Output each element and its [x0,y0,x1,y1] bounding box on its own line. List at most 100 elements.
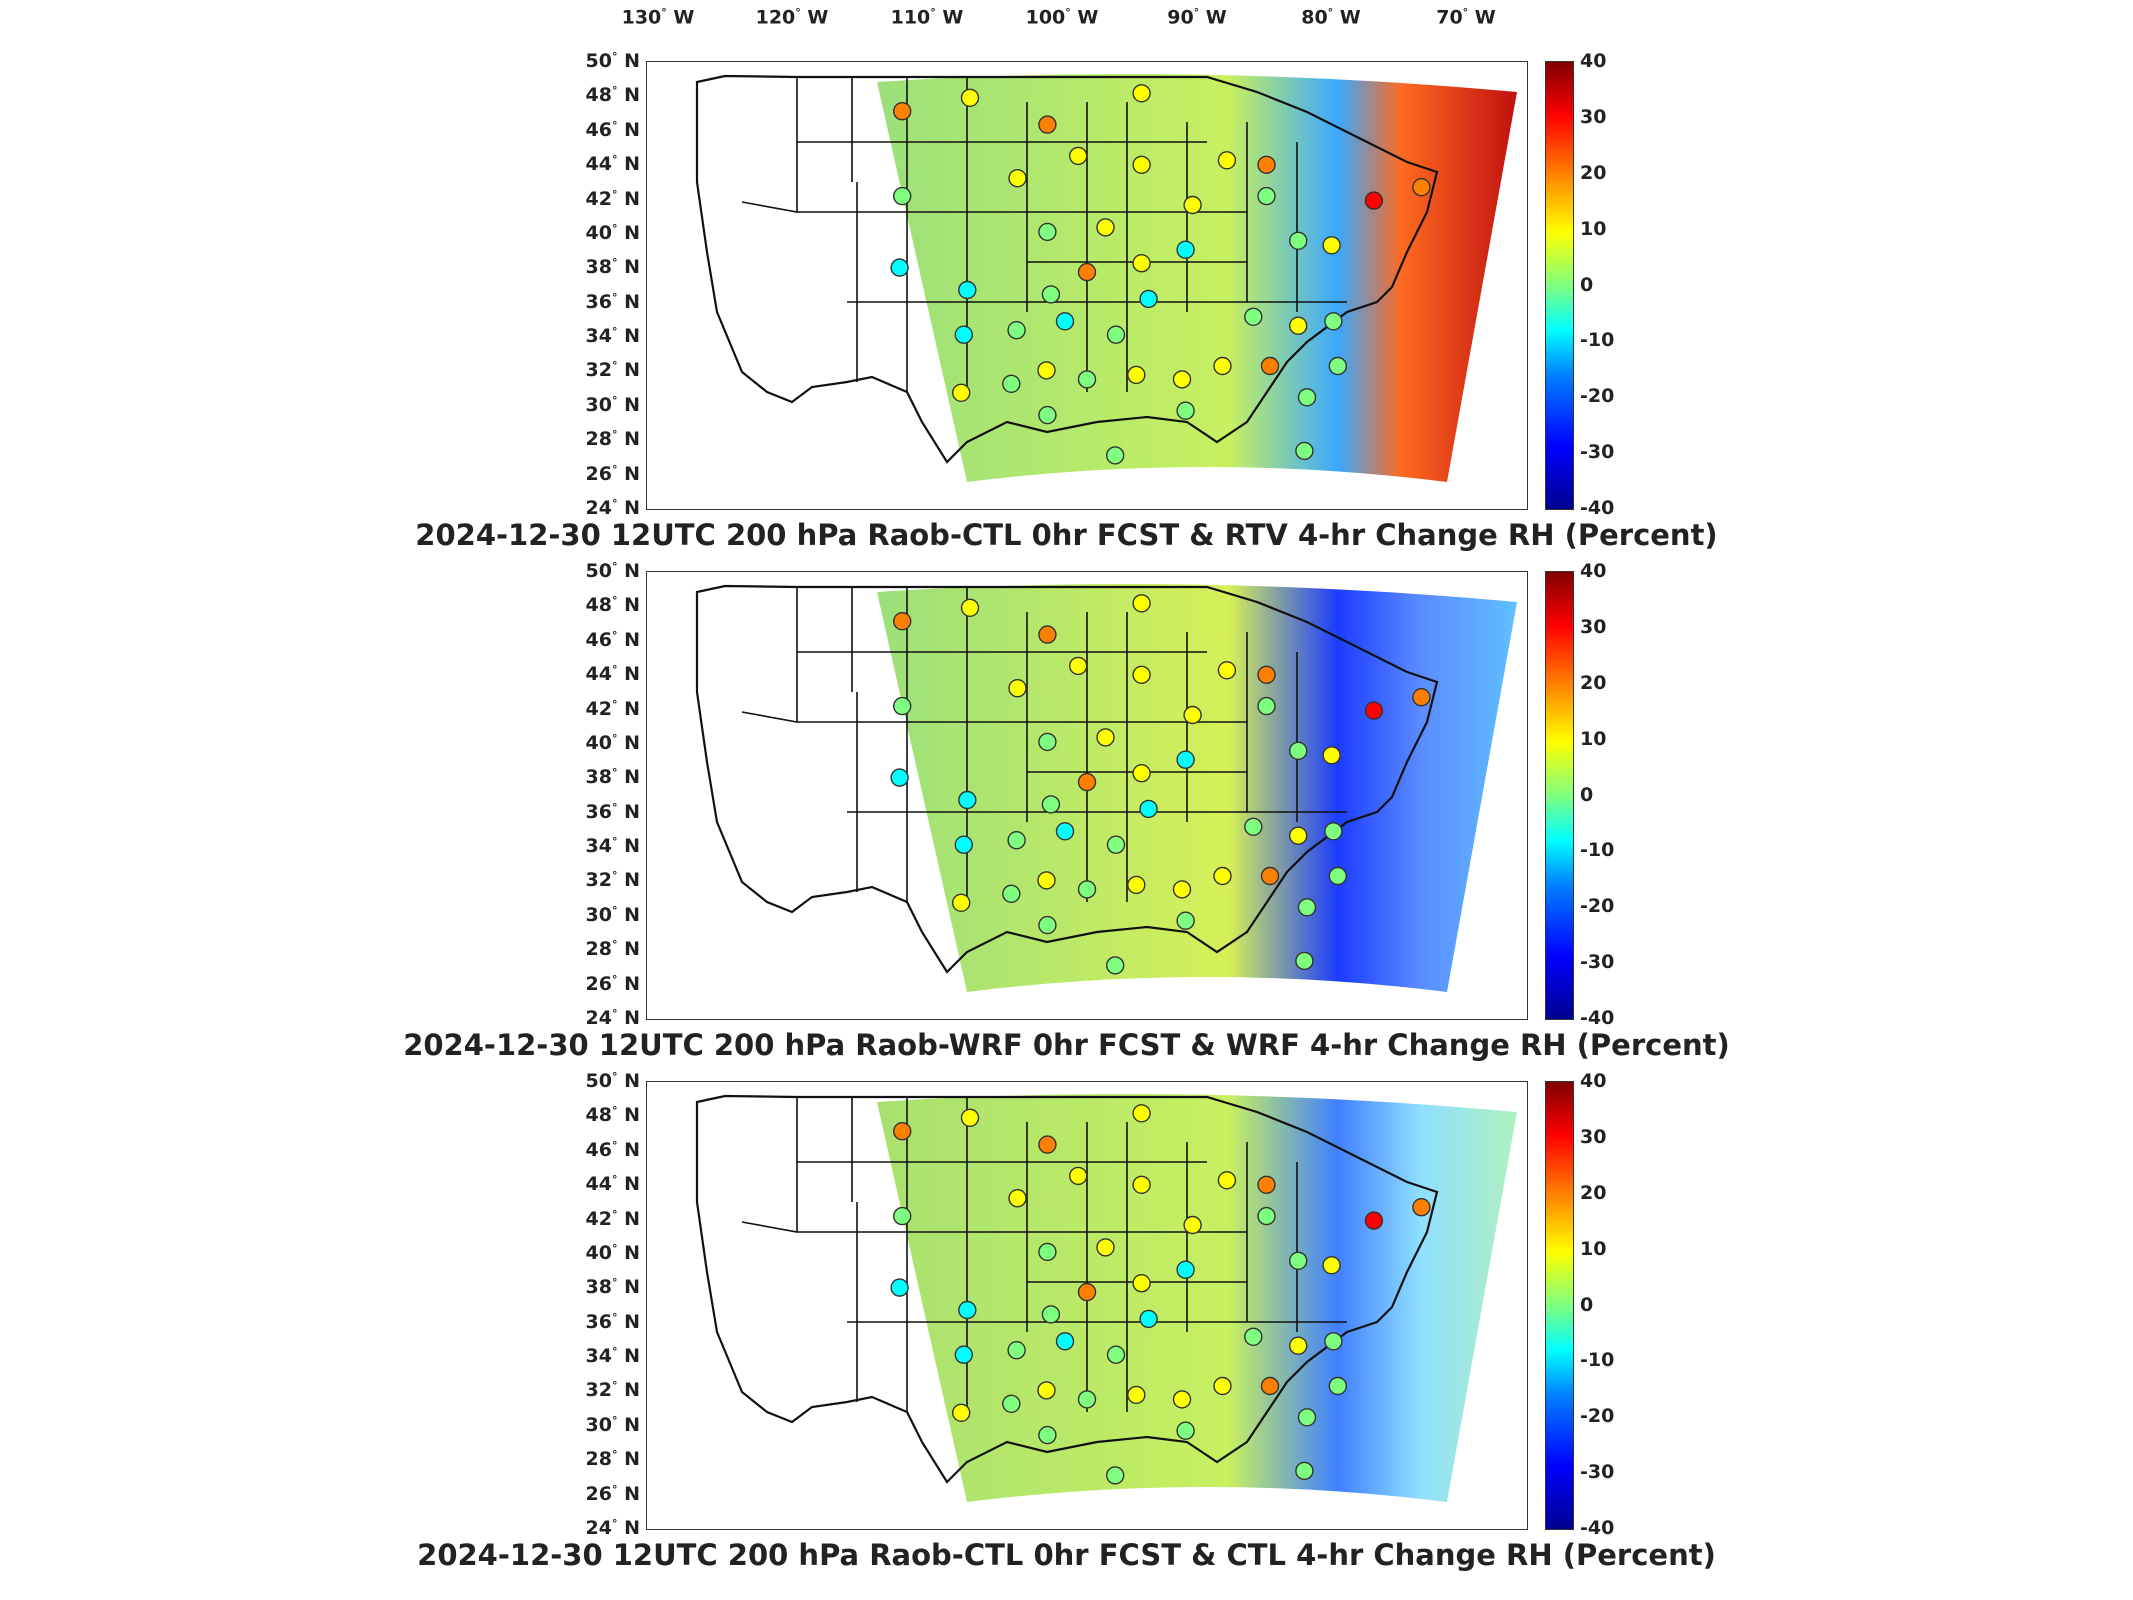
raob-station-marker [1297,898,1317,917]
raob-station-marker [1324,822,1343,841]
colorbar-tick-label: 10 [1580,727,1607,750]
latitude-label: 38° N [585,1276,640,1299]
panel-title: 2024-12-30 12UTC 200 hPa Raob-CTL 0hr FC… [415,518,1718,552]
raob-station-marker [1328,866,1347,886]
raob-station-marker [1106,325,1126,344]
raob-station-marker [1257,696,1276,716]
colorbar-tick-label: 40 [1580,560,1607,582]
raob-station-marker [954,1345,973,1364]
raob-station-marker [1322,1256,1341,1275]
state-border [741,1097,798,1233]
raob-station-marker [1127,875,1146,895]
raob-station-marker [1412,1197,1431,1217]
raob-station-marker [1322,236,1341,255]
raob-station-marker [1139,799,1158,819]
latitude-label: 30° N [585,393,640,417]
raob-station-marker [1132,763,1151,783]
raob-station-marker [960,88,980,107]
state-border [741,77,798,213]
raob-station-marker [1055,1332,1075,1351]
raob-station-marker [1217,151,1237,170]
colorbar [1545,61,1574,510]
raob-station-marker [1096,728,1115,747]
raob-station-marker [1176,401,1195,420]
raob-station-marker [1183,1215,1202,1235]
raob-station-marker [1412,177,1431,197]
colorbar-tick-label: 40 [1580,1070,1607,1092]
raob-station-marker [1324,312,1343,331]
raob-station-marker [960,1108,980,1127]
raob-station-marker [1008,678,1027,698]
raob-station-marker [960,598,980,617]
colorbar [1545,1081,1574,1530]
raob-station-marker [892,1206,912,1226]
raob-station-marker [1176,240,1195,259]
latitude-label: 30° N [585,903,640,927]
raob-station-marker [892,102,912,121]
raob-station-marker [1055,822,1075,841]
longitude-label: 90° W [1167,6,1227,29]
raob-station-marker [1127,365,1146,385]
raob-station-marker [1038,1425,1057,1445]
rh-change-map [695,74,1517,482]
latitude-label: 42° N [585,187,640,210]
raob-station-marker [1172,1390,1192,1409]
latitude-label: 44° N [585,662,640,686]
colorbar-tick-label: -30 [1580,441,1615,464]
latitude-label: 36° N [585,800,640,823]
raob-station-marker [1364,191,1384,210]
latitude-label: 40° N [585,731,640,755]
latitude-label: 44° N [585,152,640,176]
raob-station-marker [1213,356,1232,376]
raob-station-marker [1038,732,1057,752]
raob-station-marker [1038,915,1057,935]
raob-station-marker [1328,356,1347,376]
colorbar-tick-label: 20 [1580,1181,1607,1204]
colorbar-tick-label: 40 [1580,50,1607,72]
raob-station-marker [1038,625,1057,644]
raob-station-marker [1213,866,1232,886]
longitude-label: 120° W [755,6,829,29]
raob-station-marker [1077,1282,1097,1302]
raob-station-marker [1176,911,1195,930]
latitude-label: 48° N [585,84,640,107]
latitude-label: 46° N [585,118,640,141]
latitude-label: 34° N [585,1344,640,1368]
raob-station-marker [1002,1394,1021,1413]
latitude-label: 48° N [585,594,640,617]
raob-station-marker [1295,1461,1314,1481]
raob-station-marker [1007,831,1026,850]
raob-station-marker [1324,1332,1343,1351]
raob-station-marker [1077,370,1097,389]
latitude-label: 42° N [585,697,640,720]
raob-station-marker [1132,155,1151,175]
latitude-label: 34° N [585,324,640,348]
rh-change-field [877,1094,1517,1502]
raob-station-marker [1077,262,1097,282]
colorbar-tick-label: 0 [1580,273,1594,296]
latitude-label: 50° N [585,1069,640,1093]
map-frame [646,61,1528,510]
colorbar-tick-label: -30 [1580,951,1615,974]
rh-change-field [877,74,1517,482]
latitude-label: 32° N [585,869,640,892]
raob-station-marker [1132,1175,1151,1195]
colorbar-tick-label: -40 [1580,1517,1615,1539]
latitude-label: 28° N [585,938,640,961]
latitude-label: 26° N [585,1482,640,1505]
raob-station-marker [892,186,912,206]
raob-station-marker [1289,826,1308,845]
longitude-label: 110° W [890,6,964,29]
raob-station-marker [1183,195,1202,215]
raob-station-marker [892,612,912,631]
us-coastline [695,1094,1439,1484]
raob-station-marker [952,1403,971,1422]
raob-station-marker [890,768,909,787]
raob-station-marker [1213,1376,1232,1396]
raob-station-marker [1257,155,1276,175]
raob-station-marker [1244,1327,1263,1347]
colorbar-tick-label: 0 [1580,783,1594,806]
raob-station-marker [1132,253,1151,273]
longitude-label: 130° W [621,6,695,29]
raob-station-marker [958,280,977,300]
